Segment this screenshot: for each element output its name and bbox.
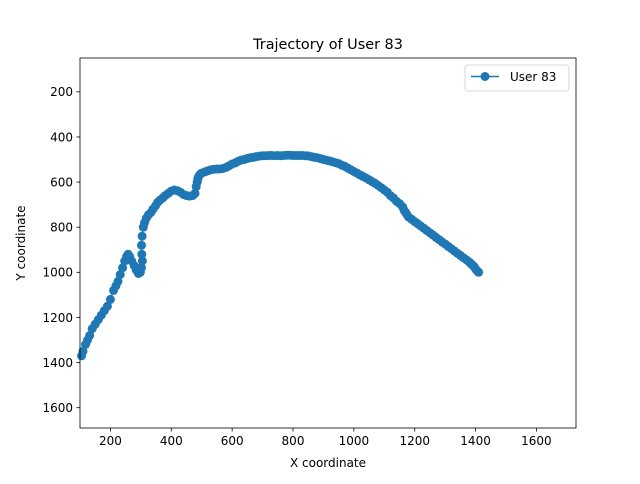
x-tick-label: 1600: [521, 434, 552, 448]
data-point: [102, 301, 112, 311]
y-tick-label: 1600: [42, 401, 73, 415]
x-tick-label: 600: [221, 434, 244, 448]
x-tick-label: 400: [160, 434, 183, 448]
y-tick-label: 400: [50, 130, 73, 144]
data-point: [190, 188, 200, 198]
data-point: [85, 331, 95, 340]
x-tick-label: 800: [282, 434, 305, 448]
legend-label: User 83: [510, 70, 556, 84]
data-point: [474, 267, 484, 277]
data-point: [113, 276, 123, 286]
y-tick-label: 1400: [42, 356, 73, 370]
plot-area: [77, 150, 484, 361]
data-point: [137, 240, 146, 250]
axes-frame: [79, 57, 577, 429]
series-group: [77, 150, 484, 361]
x-tick-label: 200: [99, 434, 122, 448]
data-point: [118, 263, 128, 273]
data-point: [137, 231, 147, 241]
y-tick-label: 1000: [42, 266, 73, 280]
legend-box: [464, 64, 570, 92]
data-point: [137, 249, 147, 259]
y-axis-label: Y coordinate: [14, 205, 28, 281]
x-tick-label: 1000: [339, 434, 370, 448]
y-tick-label: 600: [50, 175, 73, 189]
x-axis-label: X coordinate: [290, 456, 366, 470]
x-axis: 200 400 600 800 1000 1200 1400 1600: [99, 428, 552, 448]
data-point: [137, 256, 147, 266]
legend: User 83: [464, 64, 570, 92]
x-tick-label: 1200: [399, 434, 430, 448]
data-point: [115, 270, 125, 280]
y-tick-label: 800: [50, 221, 73, 235]
y-tick-label: 1200: [42, 311, 73, 325]
legend-marker: [480, 72, 490, 81]
y-axis: 200 400 600 800 1000 1200 1400 1600: [42, 85, 80, 415]
y-tick-label: 200: [50, 85, 73, 99]
data-point: [78, 346, 88, 356]
x-tick-label: 1400: [460, 434, 491, 448]
data-point: [137, 263, 146, 273]
chart-title: Trajectory of User 83: [252, 37, 403, 53]
data-point: [105, 294, 115, 304]
